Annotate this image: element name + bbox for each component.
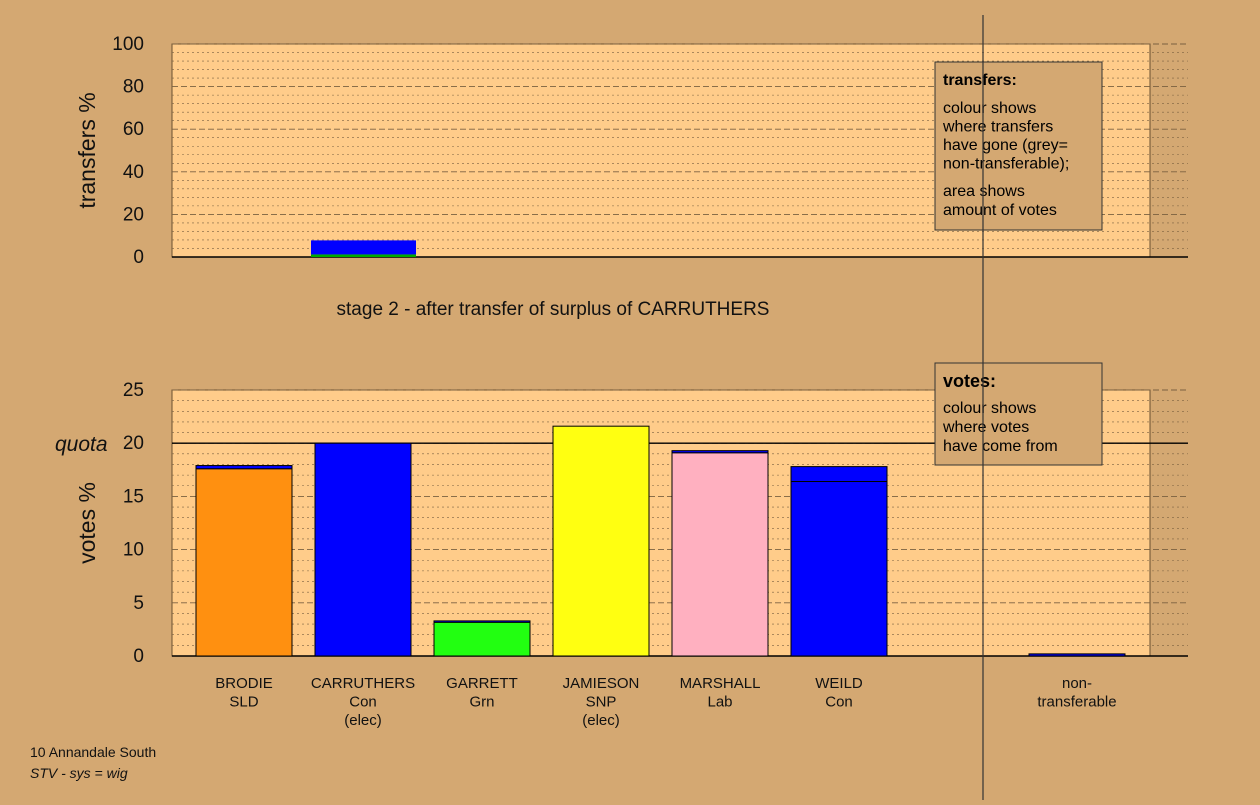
votes-axis-label: votes % [74,482,100,564]
quota-label: quota [55,433,108,456]
vote-bar-transfer [790,466,888,483]
votes-legend-line: where votes [942,419,1029,436]
vote-bar [433,621,531,657]
category-label: Con [825,694,853,711]
vote-bar [195,468,293,657]
category-label: Grn [469,694,494,711]
transfer-bar-segment [311,254,416,257]
category-label: (elec) [582,712,620,729]
stage-title: stage 2 - after transfer of surplus of C… [337,299,770,320]
footer-ward: 10 Annandale South [30,744,156,760]
vote-bar [671,452,769,657]
vote-bar [790,481,888,657]
category-label: SNP [586,694,617,711]
category-label: CARRUTHERS [311,675,415,692]
transfers-tick-label: 20 [123,204,144,225]
category-label: JAMIESON [563,675,640,692]
votes-tick-label: 10 [123,540,144,561]
transfer-bar-segment [311,240,416,255]
transfers-legend-box [934,61,1103,231]
votes-legend-box [934,362,1103,466]
category-label: (elec) [344,712,382,729]
transfers-tick-label: 40 [123,162,144,183]
category-label: BRODIE [215,675,273,692]
vote-bar [552,425,650,657]
votes-legend-line: colour shows [943,400,1036,417]
transfers-tick-label: 0 [133,247,144,268]
transfers-legend-line: non-transferable); [943,156,1069,173]
transfers-tick-label: 100 [112,34,144,55]
transfers-tick-label: 60 [123,119,144,140]
category-label: Con [349,694,377,711]
transfers-legend-line: colour shows [943,100,1036,117]
transfers-tick-label: 80 [123,77,144,98]
footer-system: STV - sys = wig [30,765,128,781]
transfers-axis-label: transfers % [74,92,100,208]
votes-tick-label: 15 [123,486,144,507]
transfers-legend-title: transfers: [943,72,1017,89]
votes-legend: votes: colour shows where votes have come f… [934,362,1103,466]
transfers-legend-line: have gone (grey= [943,137,1068,154]
vote-bar-transfer [671,450,769,454]
category-label: non- [1062,675,1092,692]
vote-bar-transfer [433,620,531,623]
votes-tick-label: 25 [123,380,144,401]
category-label: MARSHALL [680,675,761,692]
votes-tick-label: 5 [133,593,144,614]
category-label: transferable [1037,694,1116,711]
transfers-legend: transfers: colour shows where transfershav… [934,61,1103,231]
category-label: GARRETT [446,675,518,692]
votes-tick-label: 0 [133,646,144,667]
category-label: SLD [229,694,258,711]
category-label: Lab [707,694,732,711]
votes-legend-title: votes: [943,371,996,391]
category-label: WEILD [815,675,863,692]
vote-bar-transfer [195,465,293,470]
vote-bar [314,442,412,657]
transfers-legend-line: where transfers [942,119,1053,136]
votes-tick-label: 20 [123,433,144,454]
transfers-legend-line: amount of votes [943,202,1057,219]
votes-legend-line: have come from [943,438,1058,455]
transfers-legend-line: area shows [943,183,1025,200]
vote-bar-transfer [1028,653,1126,657]
